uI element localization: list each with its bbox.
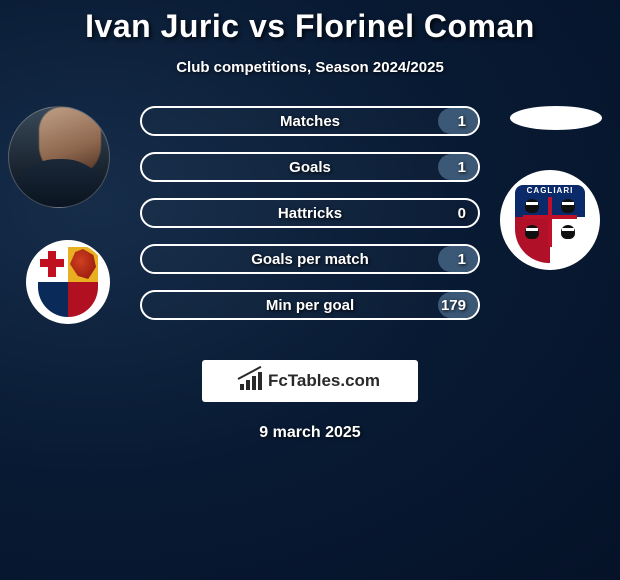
- club-badge-right: CAGLIARI: [500, 170, 600, 270]
- comparison-panel: CAGLIARI Matches1Goals1Hattricks0Goals p…: [0, 106, 620, 356]
- stat-value-right: 1: [458, 246, 466, 272]
- branding-box[interactable]: FcTables.com: [202, 360, 418, 402]
- date-line: 9 march 2025: [0, 424, 620, 442]
- right-player-column: CAGLIARI: [500, 106, 612, 270]
- stat-label: Goals per match: [142, 246, 478, 272]
- left-player-column: [8, 106, 120, 324]
- stat-label: Matches: [142, 108, 478, 134]
- stat-pill: Matches1: [140, 106, 480, 136]
- stat-label: Min per goal: [142, 292, 478, 318]
- club-badge-left: [26, 240, 110, 324]
- stat-value-right: 179: [441, 292, 466, 318]
- chart-icon: [240, 372, 262, 390]
- stat-label: Hattricks: [142, 200, 478, 226]
- stat-label: Goals: [142, 154, 478, 180]
- stat-pill: Min per goal179: [140, 290, 480, 320]
- stat-pill: Goals per match1: [140, 244, 480, 274]
- stat-value-right: 1: [458, 154, 466, 180]
- stat-pill: Goals1: [140, 152, 480, 182]
- page-title: Ivan Juric vs Florinel Coman: [0, 0, 620, 45]
- player-right-photo: [510, 106, 602, 130]
- subtitle: Club competitions, Season 2024/2025: [0, 59, 620, 76]
- stat-pill: Hattricks0: [140, 198, 480, 228]
- stat-pill-list: Matches1Goals1Hattricks0Goals per match1…: [140, 106, 480, 336]
- stat-value-right: 0: [458, 200, 466, 226]
- cagliari-label: CAGLIARI: [515, 186, 585, 195]
- player-left-photo: [8, 106, 110, 208]
- stat-value-right: 1: [458, 108, 466, 134]
- branding-text: FcTables.com: [268, 371, 380, 391]
